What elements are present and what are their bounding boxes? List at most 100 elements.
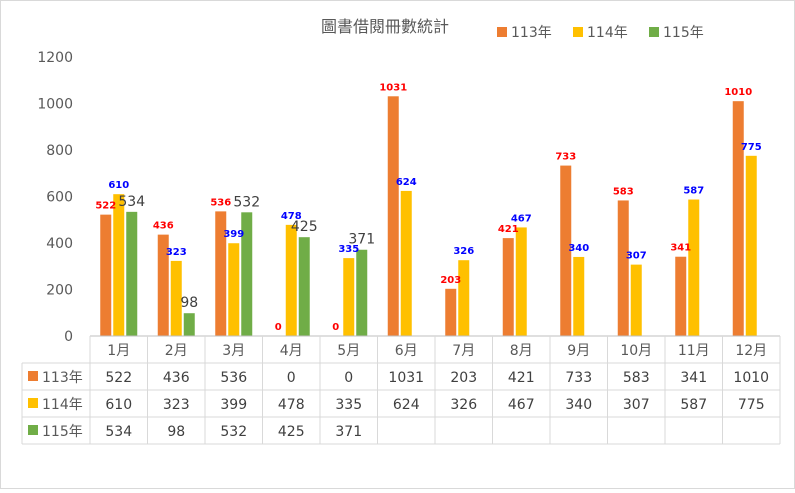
table-legend-swatch <box>28 425 38 435</box>
bar <box>215 211 227 336</box>
y-tick-label: 1200 <box>37 50 73 66</box>
table-cell: 203 <box>450 370 477 386</box>
table-cell: 610 <box>105 397 132 413</box>
table-cell: 0 <box>344 370 353 386</box>
table-legend-swatch <box>28 398 38 408</box>
legend-label: 113年 <box>511 25 552 41</box>
data-label: 536 <box>210 197 231 208</box>
legend-swatch <box>497 27 507 37</box>
data-label: 340 <box>568 243 589 254</box>
bar <box>183 313 195 336</box>
data-label: 587 <box>683 186 704 197</box>
legend-swatch <box>573 27 583 37</box>
table-cell: 587 <box>680 397 707 413</box>
bar <box>113 194 125 336</box>
data-label: 534 <box>118 194 145 210</box>
chart-title: 圖書借閱冊數統計 <box>321 17 449 36</box>
legend-swatch <box>649 27 659 37</box>
table-cell: 335 <box>335 397 362 413</box>
category-label: 10月 <box>620 343 652 359</box>
bar <box>675 256 687 336</box>
table-cell: 98 <box>167 424 185 440</box>
bar <box>170 260 182 336</box>
data-label: 1031 <box>379 82 407 93</box>
data-label: 307 <box>626 251 647 262</box>
category-label: 9月 <box>567 343 590 359</box>
y-tick-label: 400 <box>46 236 73 252</box>
data-label: 399 <box>223 229 244 240</box>
bar <box>630 264 642 336</box>
table-cell: 733 <box>565 370 592 386</box>
y-tick-label: 800 <box>46 143 73 159</box>
bar <box>560 165 572 336</box>
y-tick-label: 200 <box>46 283 73 299</box>
bar <box>617 200 629 336</box>
category-label: 2月 <box>165 343 188 359</box>
data-label: 610 <box>108 180 129 191</box>
table-cell: 624 <box>393 397 420 413</box>
data-label: 733 <box>555 152 576 163</box>
table-cell: 534 <box>105 424 132 440</box>
table-cell: 536 <box>220 370 247 386</box>
y-axis: 0 200 400 600 800 1000 1200 <box>37 50 73 345</box>
data-label: 1010 <box>724 87 752 98</box>
bar <box>732 101 744 336</box>
data-label: 335 <box>338 244 359 255</box>
y-tick-label: 600 <box>46 190 73 206</box>
y-tick-label: 0 <box>64 329 73 345</box>
bars <box>100 96 757 336</box>
table-cell: 307 <box>623 397 650 413</box>
table-cell: 522 <box>105 370 132 386</box>
table-cell: 341 <box>680 370 707 386</box>
table-cell: 467 <box>508 397 535 413</box>
table-series-name: 113年 <box>42 370 83 386</box>
bar <box>445 288 457 336</box>
data-label: 0 <box>275 322 282 333</box>
table-cell: 478 <box>278 397 305 413</box>
data-label: 326 <box>453 246 474 257</box>
category-label: 7月 <box>452 343 475 359</box>
table-cell: 775 <box>738 397 765 413</box>
data-label: 371 <box>348 232 375 248</box>
data-label: 522 <box>95 201 116 212</box>
bar <box>356 249 368 336</box>
data-label: 532 <box>233 194 260 210</box>
table-cell: 436 <box>163 370 190 386</box>
bar <box>241 212 253 336</box>
bar <box>285 224 297 336</box>
data-label: 323 <box>166 247 187 258</box>
bar <box>745 155 757 336</box>
category-label: 1月 <box>107 343 130 359</box>
legend-label: 115年 <box>663 25 704 41</box>
table-cell: 0 <box>287 370 296 386</box>
table-cell: 425 <box>278 424 305 440</box>
table-cell: 371 <box>335 424 362 440</box>
data-label: 583 <box>613 186 634 197</box>
bar <box>515 227 527 336</box>
category-label: 8月 <box>510 343 533 359</box>
table-series-name: 115年 <box>42 424 83 440</box>
data-table: 1月 2月 3月 4月 5月 6月 7月 8月 9月 10月 11月 12月 113年 522 436 536… <box>21 335 781 445</box>
data-label: 98 <box>180 295 198 311</box>
table-cell: 326 <box>450 397 477 413</box>
bar <box>400 190 412 336</box>
data-label: 624 <box>396 177 417 188</box>
bar <box>502 238 514 336</box>
y-tick-label: 1000 <box>37 97 73 113</box>
bar <box>688 199 700 336</box>
table-cell: 532 <box>220 424 247 440</box>
category-label: 4月 <box>280 343 303 359</box>
table-series-name: 114年 <box>42 397 83 413</box>
data-label: 775 <box>741 142 762 153</box>
bar <box>126 211 138 336</box>
table-legend-swatch <box>28 371 38 381</box>
category-label: 6月 <box>395 343 418 359</box>
category-label: 3月 <box>222 343 245 359</box>
table-cell: 323 <box>163 397 190 413</box>
table-cell: 421 <box>508 370 535 386</box>
data-label: 425 <box>291 219 318 235</box>
data-label: 0 <box>332 322 339 333</box>
bar <box>458 260 470 336</box>
